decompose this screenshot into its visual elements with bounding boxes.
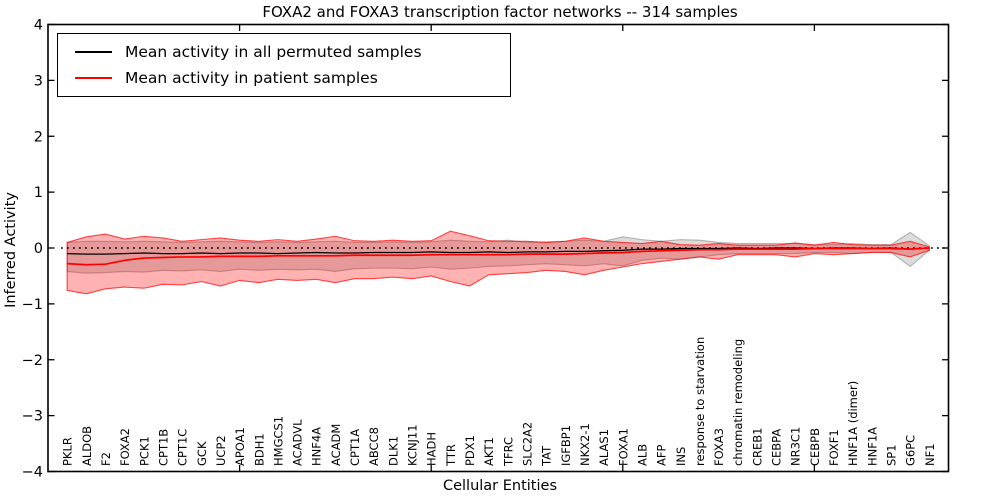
x-category-label: HMGCS1 [271, 416, 285, 466]
legend-item-patient: Mean activity in patient samples [58, 65, 510, 91]
x-category-label: FOXA2 [118, 428, 132, 466]
x-category-label: UCP2 [214, 435, 228, 466]
x-category-label: NKX2-1 [578, 423, 592, 466]
x-category-label: ACADVL [291, 419, 305, 466]
x-category-label: HNF1A (dimer) [846, 381, 860, 466]
legend-item-permuted: Mean activity in all permuted samples [58, 39, 510, 65]
x-category-label: F2 [99, 452, 113, 466]
y-tick-label: −2 [22, 353, 43, 369]
legend-box: Mean activity in all permuted samples Me… [57, 33, 511, 97]
x-category-label: CPT1A [348, 429, 362, 466]
x-category-label: CEBPB [808, 428, 822, 466]
x-category-label: GCK [195, 441, 209, 466]
x-category-label: TTR [444, 444, 458, 467]
x-category-label: DLK1 [386, 436, 400, 466]
x-category-label: chromatin remodeling [731, 339, 745, 466]
x-category-label: response to starvation [693, 337, 707, 466]
x-category-label: INS [674, 447, 688, 466]
legend-label-patient: Mean activity in patient samples [125, 69, 378, 87]
x-category-label: PKLR [61, 437, 75, 466]
mean-line-patient [67, 247, 930, 266]
chart-title: FOXA2 and FOXA3 transcription factor net… [262, 3, 738, 21]
legend-label-permuted: Mean activity in all permuted samples [125, 43, 422, 61]
x-category-label: CREB1 [750, 428, 764, 467]
x-category-label: NR3C1 [789, 427, 803, 466]
mean-line-permuted [67, 247, 930, 255]
x-category-label: AFP [655, 445, 669, 466]
x-category-label: PDX1 [463, 435, 477, 466]
x-category-label: AKT1 [482, 437, 496, 466]
x-category-label: SLC2A2 [520, 422, 534, 466]
y-tick-label: −1 [22, 297, 43, 313]
x-category-label: FOXA1 [616, 428, 630, 466]
x-category-label: IGFBP1 [559, 425, 573, 466]
x-category-label: HNF4A [310, 427, 324, 466]
y-tick-label: 4 [34, 18, 43, 34]
y-tick-label: 1 [34, 185, 43, 201]
x-category-label: ABCC8 [367, 427, 381, 466]
x-category-label: SP1 [885, 444, 899, 466]
x-category-label: TAT [540, 445, 554, 467]
y-tick-label: −3 [22, 409, 43, 425]
y-tick-label: 2 [34, 129, 43, 145]
y-tick-label: −4 [22, 465, 43, 481]
y-tick-label: 3 [34, 73, 43, 89]
x-category-label: ALB [635, 444, 649, 466]
x-category-label: FOXA3 [712, 428, 726, 466]
x-category-label: NF1 [923, 443, 937, 466]
x-category-label: BDH1 [252, 433, 266, 466]
x-category-label: TFRC [501, 437, 515, 467]
x-category-label: ALDOB [80, 426, 94, 466]
confidence-band-patient-samples-range [66, 230, 930, 295]
x-category-label: CPT1B [156, 429, 170, 466]
x-category-label: HADH [425, 432, 439, 466]
x-category-label: CPT1C [176, 429, 190, 466]
x-category-label: G6PC [904, 435, 918, 466]
x-category-label: CEBPA [770, 429, 784, 466]
y-tick-label: 0 [34, 241, 43, 257]
permuted-line-swatch [75, 51, 112, 53]
x-category-label: FOXF1 [827, 429, 841, 466]
x-category-label: ALAS1 [597, 429, 611, 466]
x-category-label: HNF1A [865, 427, 879, 466]
x-axis-label: Cellular Entities [442, 478, 558, 494]
patient-line-swatch [75, 77, 112, 79]
x-category-label: KCNJ11 [406, 424, 420, 466]
x-category-label: APOA1 [233, 427, 247, 466]
x-category-label: PCK1 [137, 436, 151, 466]
x-category-label: ACADM [329, 424, 343, 466]
